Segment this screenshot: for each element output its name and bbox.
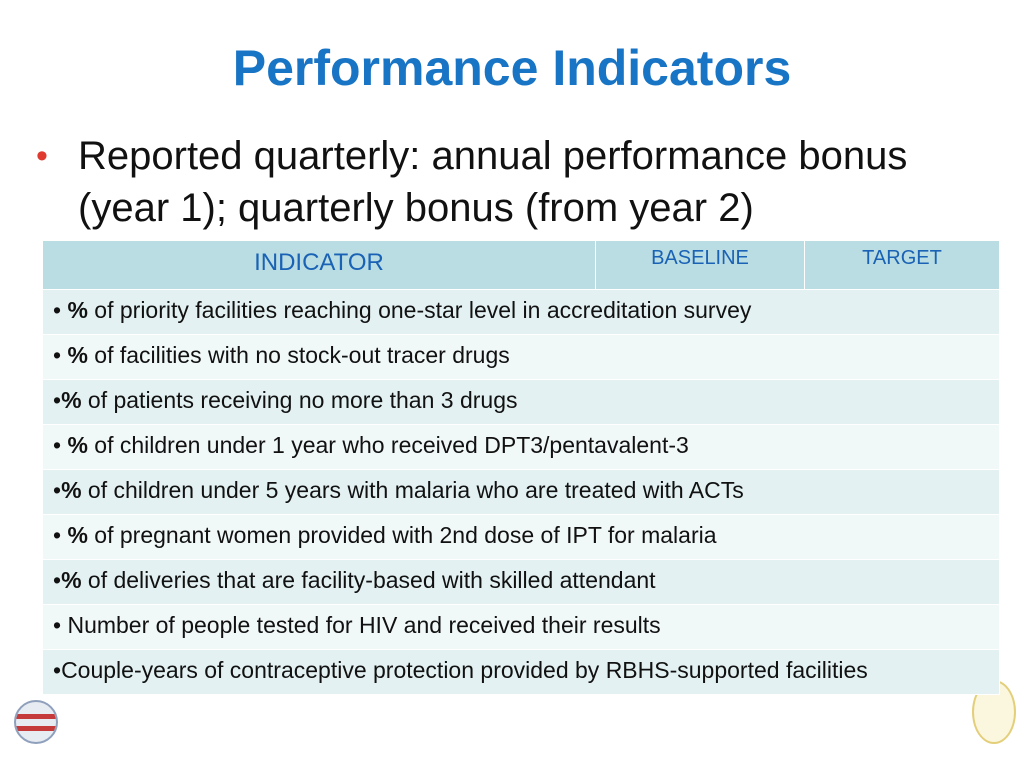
indicator-cell: • Number of people tested for HIV and re… — [42, 604, 1000, 650]
percent-mark: % — [61, 567, 82, 593]
percent-mark: % — [67, 342, 88, 368]
percent-mark: % — [67, 297, 88, 323]
indicator-text: of children under 5 years with malaria w… — [81, 477, 744, 503]
usaid-logo-icon — [14, 700, 58, 744]
table-row: •% of patients receiving no more than 3 … — [42, 379, 1000, 425]
table-row: • % of priority facilities reaching one-… — [42, 289, 1000, 335]
bullet-icon: • — [36, 137, 48, 175]
indicator-cell: • % of facilities with no stock-out trac… — [42, 334, 1000, 380]
table-row: • % of children under 1 year who receive… — [42, 424, 1000, 470]
indicator-cell: • % of pregnant women provided with 2nd … — [42, 514, 1000, 560]
indicator-cell: • % of children under 1 year who receive… — [42, 424, 1000, 470]
indicator-text: of priority facilities reaching one-star… — [87, 297, 752, 323]
header-baseline: BASELINE — [595, 240, 805, 290]
table-row: • Number of people tested for HIV and re… — [42, 604, 1000, 650]
indicator-table: INDICATOR BASELINE TARGET • % of priorit… — [42, 240, 1000, 695]
indicator-cell: •Couple-years of contraceptive protectio… — [42, 649, 1000, 695]
percent-mark: % — [61, 477, 82, 503]
indicator-text: of pregnant women provided with 2nd dose… — [87, 522, 717, 548]
indicator-cell: •% of children under 5 years with malari… — [42, 469, 1000, 515]
indicator-rows: • % of priority facilities reaching one-… — [42, 289, 1000, 695]
row-bullet: • — [53, 432, 68, 458]
indicator-cell: •% of deliveries that are facility-based… — [42, 559, 1000, 605]
table-row: •Couple-years of contraceptive protectio… — [42, 649, 1000, 695]
indicator-text: of facilities with no stock-out tracer d… — [87, 342, 510, 368]
table-row: • % of pregnant women provided with 2nd … — [42, 514, 1000, 560]
row-bullet: • — [53, 567, 62, 593]
indicator-text: of children under 1 year who received DP… — [87, 432, 689, 458]
row-bullet: • — [53, 522, 68, 548]
indicator-text: Couple-years of contraceptive protection… — [61, 657, 868, 683]
percent-mark: % — [61, 387, 82, 413]
table-row: •% of children under 5 years with malari… — [42, 469, 1000, 515]
intro-bullet: • Reported quarterly: annual performance… — [36, 130, 996, 234]
slide-title: Performance Indicators — [232, 40, 792, 96]
table-row: •% of deliveries that are facility-based… — [42, 559, 1000, 605]
percent-mark: % — [67, 432, 88, 458]
row-bullet: • — [53, 297, 68, 323]
row-bullet: • — [53, 387, 62, 413]
indicator-cell: • % of priority facilities reaching one-… — [42, 289, 1000, 335]
indicator-text: of patients receiving no more than 3 dru… — [81, 387, 518, 413]
indicator-cell: •% of patients receiving no more than 3 … — [42, 379, 1000, 425]
table-row: • % of facilities with no stock-out trac… — [42, 334, 1000, 380]
header-target: TARGET — [804, 240, 1000, 290]
row-bullet: • — [53, 612, 62, 638]
indicator-text: of deliveries that are facility-based wi… — [81, 567, 656, 593]
percent-mark: % — [67, 522, 88, 548]
row-bullet: • — [53, 657, 62, 683]
row-bullet: • — [53, 342, 68, 368]
row-bullet: • — [53, 477, 62, 503]
intro-bullet-text: Reported quarterly: annual performance b… — [78, 134, 908, 230]
indicator-text: Number of people tested for HIV and rece… — [61, 612, 661, 638]
table-header-row: INDICATOR BASELINE TARGET — [42, 240, 1000, 290]
header-indicator: INDICATOR — [42, 240, 596, 290]
